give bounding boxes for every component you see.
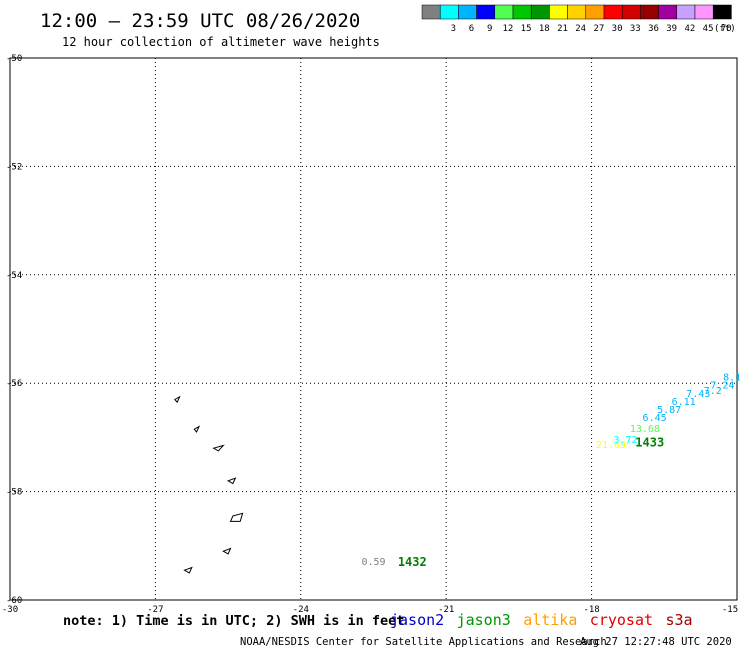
y-tick-label: -54 [6,271,22,281]
legend-tick-label: 27 [593,24,604,34]
footer-credit: NOAA/NESDIS Center for Satellite Applica… [240,636,607,648]
x-tick-label: -27 [147,605,163,615]
satellite-name: altika [523,611,577,629]
legend-swatch [476,4,496,20]
x-tick-label: -30 [2,605,18,615]
wave-height-label: 7.43 [686,389,710,400]
island-outline [222,547,232,555]
legend-swatch [676,4,696,20]
legend-tick-label: 15 [521,24,532,34]
legend-swatch [658,4,678,20]
x-tick-label: -24 [293,605,309,615]
legend-tick-label: 9 [487,24,492,34]
wave-height-label: 6.11 [672,397,696,408]
satellite-legend: jason2 jason3 altika cryosat s3a [390,611,693,629]
legend-tick-label: 33 [630,24,641,34]
legend-tick-label: 42 [684,24,695,34]
legend-swatch [640,4,659,20]
x-tick-label: -15 [722,605,738,615]
legend-swatch [439,4,459,20]
legend-swatch [494,4,514,20]
island-outline [193,425,201,433]
island-outline [226,477,237,485]
legend-tick-label: 24 [575,24,586,34]
legend-tick-label: 6 [469,24,474,34]
y-tick-label: -58 [6,488,22,498]
wave-height-label: 7.24 [710,381,734,392]
chart-subtitle: 12 hour collection of altimeter wave hei… [62,35,380,49]
satellite-name: cryosat [590,611,653,629]
wave-height-label: 8.1 [723,372,740,383]
legend-swatch [712,4,732,20]
legend-tick-label: 30 [612,24,623,34]
data-points: 8.17.247.27.436.115.876.4513.683.7221.69… [361,372,740,568]
wave-height-label: 6.45 [643,413,667,424]
wave-height-label: 3.72 [613,435,637,446]
legend-tick-label: 3 [451,24,456,34]
legend-tick-label: 18 [539,24,550,34]
legend-tick-label: 21 [557,24,568,34]
legend-swatch [585,4,605,20]
legend-tick-label: 36 [648,24,659,34]
legend-swatch [512,4,532,20]
legend-swatch [694,4,714,20]
satellite-name: jason2 [390,611,444,629]
legend-swatch [603,4,623,20]
footer-timestamp: Aug 27 12:27:48 UTC 2020 [580,636,732,648]
y-tick-label: -52 [6,162,22,172]
satellite-name: s3a [666,611,693,629]
x-tick-label: -18 [583,605,599,615]
legend-swatch [621,4,641,20]
chart-title: 12:00 – 23:59 UTC 08/26/2020 [40,10,360,32]
plot-frame [9,57,738,601]
wave-height-label: 0.59 [361,557,385,568]
pass-time-label: 1432 [398,555,427,569]
y-tick-label: -60 [6,596,22,606]
y-tick-label: -50 [6,54,22,64]
pass-time-label: 1433 [635,436,664,450]
y-tick-label: -56 [6,379,22,389]
footer-note: note: 1) Time is in UTC; 2) SWH is in fe… [63,613,404,629]
wave-height-label: 5.87 [657,405,681,416]
island-outline [174,395,181,404]
legend-tick-label: 70 [721,24,732,34]
satellite-name: jason3 [457,611,511,629]
wave-height-label: 21.69 [596,440,626,451]
wave-height-label: 7.2 [704,386,722,397]
wave-height-label: 13.68 [630,424,660,435]
legend-swatch [458,4,477,20]
island-outline [183,566,193,574]
legend-tick-label: 39 [666,24,677,34]
legend-swatch [567,4,587,20]
legend-tick-label: 45 [703,24,714,34]
island-outline [212,444,225,452]
coastline-islands [174,395,244,574]
island-outline [229,512,244,522]
legend-swatch [530,4,550,20]
legend-swatch [421,4,441,20]
x-tick-label: -21 [438,605,454,615]
legend-swatch [549,4,568,20]
legend-unit: (ft) [714,24,736,34]
axis-ticks: -30 -27 -24 -21 -18 -15 -50 -52 -54 -56 -58 -60 [2,54,738,615]
grid-lines [10,58,737,600]
legend-tick-label: 12 [502,24,513,34]
color-scale-legend: 3 6 9 12 15 18 21 24 27 30 33 36 39 42 45 70 [421,4,732,34]
